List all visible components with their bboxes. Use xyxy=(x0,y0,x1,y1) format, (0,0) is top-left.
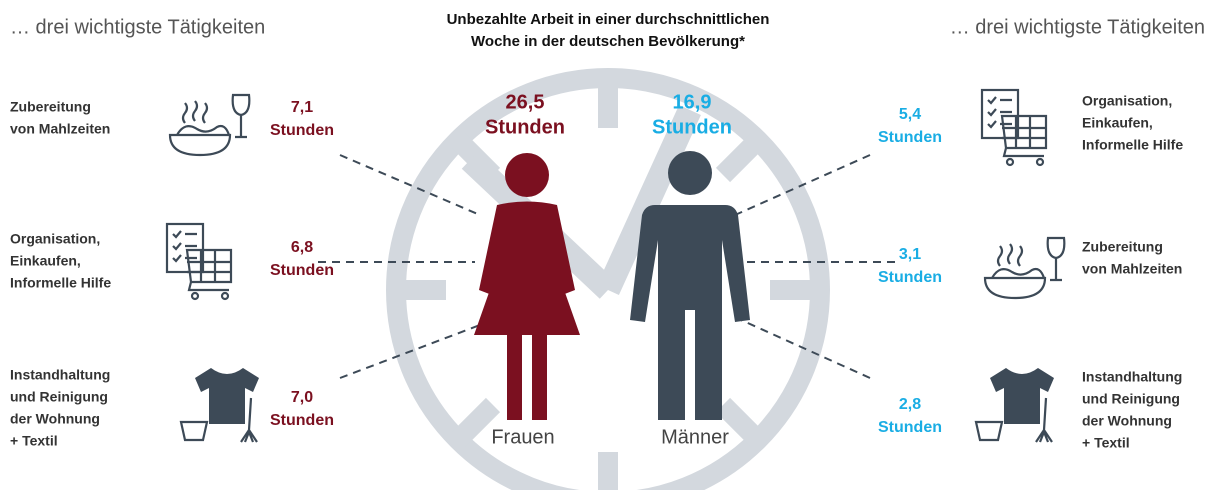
men-unit: Stunden xyxy=(652,116,732,138)
activity-name: Organisation, xyxy=(10,231,100,247)
activity-hours: 2,8 xyxy=(899,396,921,413)
food-icon xyxy=(168,93,251,157)
activity-unit: Stunden xyxy=(878,269,942,286)
activity-name: Instandhaltung xyxy=(10,367,110,383)
activity-unit: Stunden xyxy=(270,122,334,139)
activity-name: Zubereitung xyxy=(1082,239,1163,255)
activity-hours: 7,0 xyxy=(291,389,313,406)
activity-name: + Textil xyxy=(10,433,58,449)
shopping-icon xyxy=(980,88,1048,167)
left-heading: … drei wichtigste Tätigkeiten xyxy=(10,16,265,38)
activity-name: Einkaufen, xyxy=(10,253,81,269)
activity-name: Einkaufen, xyxy=(1082,115,1153,131)
man-figure xyxy=(630,151,750,420)
activity-hours: 5,4 xyxy=(899,106,921,123)
activity-unit: Stunden xyxy=(270,262,334,279)
clock-background xyxy=(386,68,830,490)
activity-unit: Stunden xyxy=(878,129,942,146)
activity-name: Instandhaltung xyxy=(1082,369,1182,385)
activity-unit: Stunden xyxy=(878,419,942,436)
title: Unbezahlte Arbeit in einer durchschnittl… xyxy=(447,11,770,28)
women-label: Frauen xyxy=(491,426,554,448)
activity-name: und Reinigung xyxy=(10,389,108,405)
activity-hours: 3,1 xyxy=(899,246,921,263)
men-label: Männer xyxy=(661,426,729,448)
cleaning-icon xyxy=(974,366,1056,444)
activity-name: der Wohnung xyxy=(1082,413,1172,429)
activity-name: von Mahlzeiten xyxy=(10,121,110,137)
food-icon xyxy=(983,236,1066,300)
activity-name: Informelle Hilfe xyxy=(1082,137,1183,153)
men-total: 16,9 xyxy=(673,91,712,113)
activity-unit: Stunden xyxy=(270,412,334,429)
activity-name: von Mahlzeiten xyxy=(1082,261,1182,277)
right-heading: … drei wichtigste Tätigkeiten xyxy=(950,16,1205,38)
cleaning-icon xyxy=(179,366,261,444)
activity-name: Informelle Hilfe xyxy=(10,275,111,291)
activity-name: der Wohnung xyxy=(10,411,100,427)
activity-hours: 6,8 xyxy=(291,239,313,256)
activity-name: + Textil xyxy=(1082,435,1130,451)
activity-name: Zubereitung xyxy=(10,99,91,115)
woman-figure xyxy=(474,153,580,420)
shopping-icon xyxy=(165,222,233,301)
activity-name: und Reinigung xyxy=(1082,391,1180,407)
activity-name: Organisation, xyxy=(1082,93,1172,109)
dashed-connectors xyxy=(318,154,895,379)
activity-hours: 7,1 xyxy=(291,99,313,116)
title: Woche in der deutschen Bevölkerung* xyxy=(471,33,745,50)
women-total: 26,5 xyxy=(506,91,545,113)
women-unit: Stunden xyxy=(485,116,565,138)
